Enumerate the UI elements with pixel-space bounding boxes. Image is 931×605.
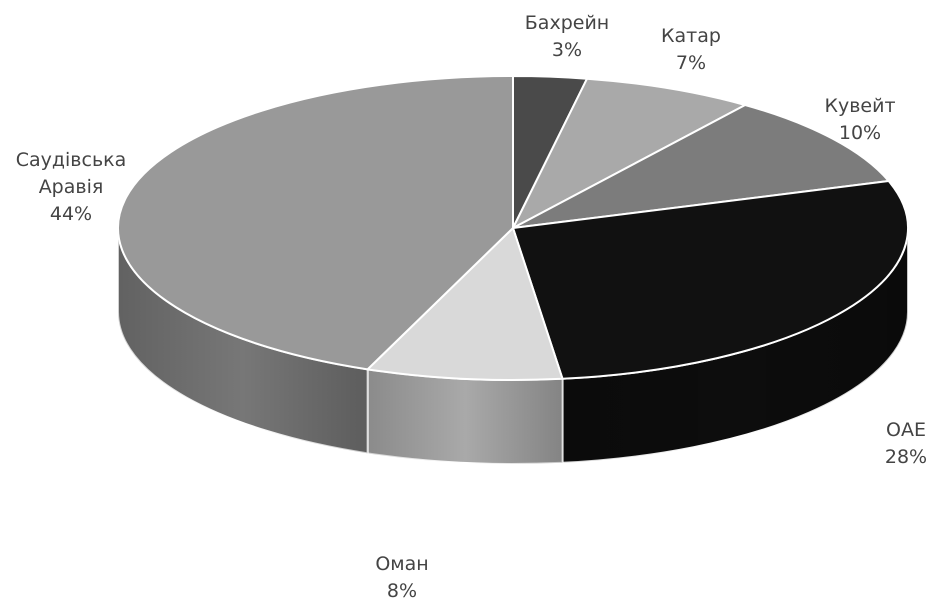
slice-label-оман: Оман 8% bbox=[375, 551, 428, 605]
slice-percent-text: 28% bbox=[884, 446, 928, 468]
slice-percent-text: 3% bbox=[551, 39, 583, 61]
slice-category-text: ОАЕ bbox=[886, 419, 926, 441]
pie-side-shading-саудівська-аравія bbox=[118, 228, 368, 454]
slice-percent-text: 10% bbox=[838, 122, 882, 144]
pie-slice-катар bbox=[512, 77, 747, 229]
pie-side-shading-оман bbox=[367, 369, 563, 464]
slice-label-оае: ОАЕ 28% bbox=[885, 417, 927, 471]
pie-side-shading-оае bbox=[562, 228, 908, 463]
pie-slice-оман bbox=[366, 227, 564, 381]
slice-label-бахрейн: Бахрейн 3% bbox=[525, 10, 609, 64]
pie-slice-кувейт bbox=[512, 104, 890, 229]
pie-slice-саудівська-аравія bbox=[117, 75, 514, 371]
slice-category-text: Аравія bbox=[38, 176, 104, 198]
slice-category-text: Кувейт bbox=[824, 95, 896, 117]
slice-percent-text: 7% bbox=[675, 52, 707, 74]
slice-percent-text: 8% bbox=[386, 580, 418, 602]
slice-category-text: Катар bbox=[661, 25, 721, 47]
pie-slice-оае bbox=[512, 180, 909, 380]
slice-label-саудівська-аравія: Саудівська Аравія 44% bbox=[16, 147, 127, 228]
slice-label-катар: Катар 7% bbox=[661, 23, 721, 77]
slice-percent-text: 44% bbox=[49, 203, 93, 225]
slice-category-text: Саудівська bbox=[15, 149, 127, 171]
slice-label-кувейт: Кувейт 10% bbox=[824, 93, 895, 147]
slice-category-text: Оман bbox=[375, 553, 429, 575]
slice-category-text: Бахрейн bbox=[524, 12, 610, 34]
